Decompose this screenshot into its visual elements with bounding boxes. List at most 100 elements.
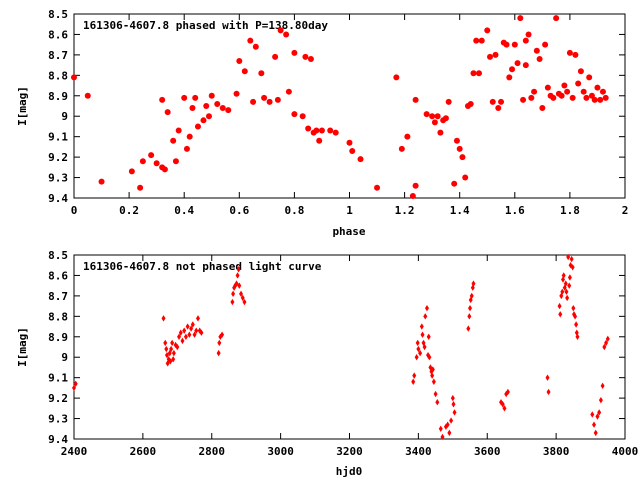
data-point [170, 137, 177, 144]
data-point [233, 90, 240, 97]
y-tick-label: 8.9 [48, 331, 68, 344]
x-tick-label: 1.8 [560, 204, 580, 217]
data-point [536, 55, 543, 62]
data-point [181, 94, 188, 101]
data-point [346, 139, 353, 146]
data-point [598, 396, 603, 404]
data-point [291, 111, 298, 118]
data-point [182, 327, 187, 334]
data-point [242, 298, 247, 306]
data-point [266, 98, 273, 105]
data-point [420, 331, 425, 338]
data-point [189, 105, 196, 112]
x-tick-label: 3000 [267, 445, 294, 458]
data-point [498, 98, 505, 105]
axis-ticks: 0 0.2 0.4 0.6 0.8 1 1.2 1.4 1.6 1.8 2 8.5 8.6 8.7 8.8 8… [48, 8, 628, 217]
data-points [72, 253, 610, 441]
x-tick-label: 4000 [612, 445, 639, 458]
data-point [318, 127, 325, 134]
data-point [597, 409, 602, 416]
data-point [250, 98, 257, 105]
data-point [525, 31, 532, 38]
data-point [430, 366, 435, 373]
data-point [438, 425, 443, 432]
data-point [261, 94, 268, 101]
data-point [550, 94, 557, 101]
data-point [225, 107, 232, 114]
data-point [247, 37, 254, 44]
data-point [533, 47, 540, 54]
data-point [592, 421, 597, 428]
x-tick-label: 1.4 [450, 204, 470, 217]
data-point [416, 345, 421, 353]
y-tick-label: 9.3 [48, 172, 68, 185]
y-tick-label: 9.1 [48, 372, 68, 385]
data-point [478, 37, 485, 44]
data-point [171, 349, 176, 357]
data-point [597, 96, 604, 103]
y-axis-label: I[mag] [16, 327, 29, 367]
data-point [73, 380, 78, 387]
data-point [447, 429, 452, 437]
data-point [159, 96, 166, 103]
phased-light-curve-panel: 161306-4607.8 phased with P=138.80day ph… [16, 8, 628, 238]
data-point [561, 272, 566, 279]
data-point [214, 100, 221, 107]
data-point [468, 304, 473, 312]
data-point [178, 329, 183, 336]
data-point [277, 27, 284, 34]
data-point [563, 280, 568, 287]
data-point [412, 372, 417, 379]
data-point [602, 94, 609, 101]
data-point [469, 292, 474, 300]
data-point [571, 304, 576, 312]
data-point [426, 333, 431, 340]
data-point [564, 88, 571, 95]
data-point [230, 298, 235, 306]
data-point [258, 70, 265, 77]
data-point [190, 321, 195, 328]
data-point [544, 84, 551, 91]
data-point [580, 88, 587, 95]
data-point [575, 80, 582, 87]
data-point [489, 98, 496, 105]
x-tick-label: 3600 [474, 445, 501, 458]
data-point [423, 313, 428, 320]
data-point [199, 329, 204, 336]
data-point [484, 27, 491, 34]
data-point [419, 323, 424, 330]
data-point [234, 280, 239, 287]
data-point [175, 127, 182, 134]
data-point [128, 168, 135, 175]
data-point [153, 160, 160, 167]
data-point [459, 154, 466, 161]
data-point [437, 129, 444, 136]
data-point [72, 384, 76, 392]
data-point [492, 51, 499, 58]
data-point [467, 313, 472, 320]
x-tick-label: 3800 [543, 445, 570, 458]
data-point [542, 41, 549, 48]
data-point [509, 66, 516, 73]
x-tick-label: 0.8 [284, 204, 304, 217]
data-point [475, 70, 482, 77]
y-tick-label: 8.5 [48, 249, 68, 262]
data-point [404, 133, 411, 140]
data-point [553, 15, 560, 22]
data-point [558, 92, 565, 99]
data-point [205, 113, 212, 120]
data-point [466, 325, 471, 332]
data-point [566, 253, 571, 261]
y-tick-label: 8.6 [48, 28, 68, 41]
data-point [574, 321, 579, 328]
data-point [570, 264, 575, 271]
y-tick-label: 9.4 [48, 433, 68, 446]
chart-title: 161306-4607.8 phased with P=138.80day [83, 19, 328, 32]
data-point [285, 88, 292, 95]
x-tick-label: 2800 [199, 445, 226, 458]
data-point [528, 94, 535, 101]
x-tick-label: 3400 [405, 445, 432, 458]
data-point [505, 388, 510, 396]
data-point [192, 331, 197, 338]
data-point [357, 156, 364, 163]
